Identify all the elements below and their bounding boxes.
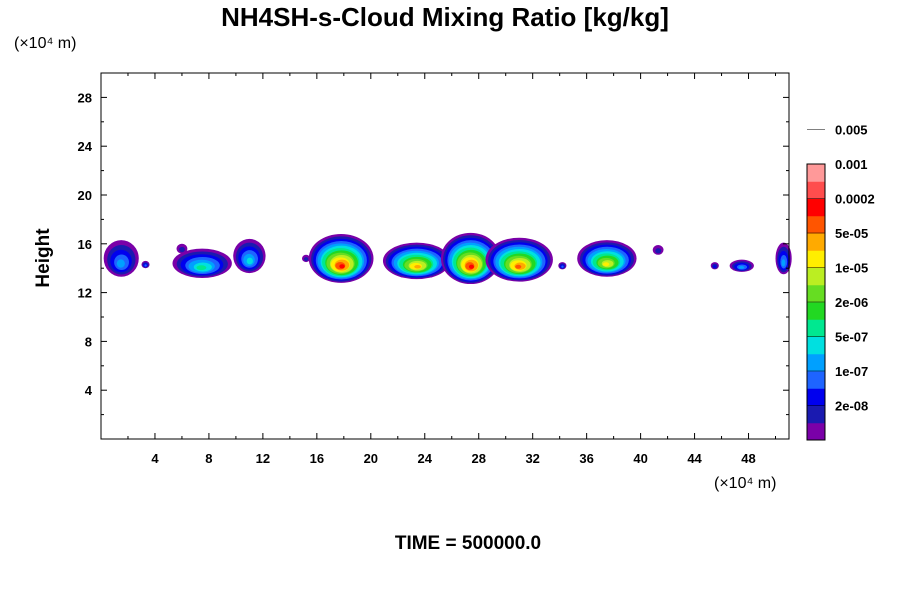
colorbar-swatch <box>807 267 825 286</box>
cloud-contour <box>468 264 474 269</box>
y-tick-label: 8 <box>85 334 92 349</box>
colorbar-swatch <box>807 284 825 303</box>
cloud-contour <box>655 248 662 254</box>
colorbar-swatch <box>807 181 825 199</box>
colorbar-swatch <box>807 250 825 268</box>
cloud-contour <box>116 259 125 268</box>
x-tick-label: 48 <box>741 451 755 466</box>
colorbar-label: 1e-05 <box>835 261 868 276</box>
colorbar-swatch <box>807 353 825 372</box>
y-axis-label: Height <box>33 228 54 288</box>
time-label: TIME = 500000.0 <box>395 533 541 554</box>
y-tick-label: 12 <box>78 286 92 301</box>
y-axis-ticks: 4 8 12 16 20 24 28 <box>78 90 789 416</box>
y-tick-label: 20 <box>78 188 92 203</box>
colorbar-label: 2e-08 <box>835 399 868 414</box>
colorbar-swatch <box>807 233 825 251</box>
colorbar-swatch <box>807 302 825 320</box>
cloud-field <box>103 232 792 285</box>
x-unit-label: (×10⁴ m) <box>714 475 776 492</box>
cloud-contour <box>738 266 745 269</box>
colorbar-label: 5e-05 <box>835 226 868 241</box>
x-tick-label: 4 <box>151 451 159 466</box>
cloud-contour <box>144 264 147 267</box>
colorbar-swatch <box>807 164 825 182</box>
x-tick-label: 40 <box>633 451 647 466</box>
x-tick-label: 8 <box>205 451 212 466</box>
colorbar-label: 0.005 <box>835 123 868 138</box>
y-tick-label: 24 <box>78 139 93 154</box>
cloud-contour <box>303 257 309 262</box>
colorbar-swatch <box>807 336 825 355</box>
colorbar-label: 5e-07 <box>835 330 868 345</box>
colorbar-label: 0.001 <box>835 157 868 172</box>
cloud-contour <box>561 265 564 268</box>
cloud-contour <box>246 257 253 265</box>
colorbar-swatch <box>807 215 825 234</box>
colorbar-swatch <box>807 198 825 217</box>
cloud-contour <box>196 265 207 271</box>
plot-frame <box>100 72 790 440</box>
cloud-contour <box>781 259 786 267</box>
cloud-contour <box>414 264 421 269</box>
colorbar-label: 0.0002 <box>835 192 875 207</box>
y-unit-label: (×10⁴ m) <box>14 35 76 52</box>
x-tick-label: 32 <box>525 451 539 466</box>
cloud-contour <box>602 262 610 267</box>
y-tick-label: 4 <box>85 383 93 398</box>
x-tick-label: 12 <box>256 451 270 466</box>
colorbar: 2e-08 1e-07 5e-07 2e-06 1e-05 5e-05 0.0002 0.00… <box>806 123 875 441</box>
colorbar-swatch <box>807 388 825 406</box>
x-axis-ticks: 4 8 12 16 20 24 28 32 36 40 44 48 <box>127 73 777 466</box>
colorbar-swatch <box>807 422 825 441</box>
cloud-contour <box>713 265 717 268</box>
x-tick-label: 16 <box>310 451 324 466</box>
colorbar-swatch <box>807 371 825 389</box>
chart-title: NH4SH-s-Cloud Mixing Ratio [kg/kg] <box>221 2 669 32</box>
cloud-contour <box>179 246 185 253</box>
x-tick-label: 24 <box>418 451 433 466</box>
x-tick-label: 20 <box>364 451 378 466</box>
y-tick-label: 16 <box>78 237 92 252</box>
colorbar-swatch <box>807 405 825 424</box>
colorbar-swatch <box>807 319 825 337</box>
cloud-contour <box>515 264 522 269</box>
x-tick-label: 44 <box>687 451 702 466</box>
cloud-contour <box>339 264 345 269</box>
colorbar-label: 1e-07 <box>835 364 868 379</box>
x-tick-label: 28 <box>471 451 485 466</box>
colorbar-label: 2e-06 <box>835 295 868 310</box>
x-tick-label: 36 <box>579 451 593 466</box>
y-tick-label: 28 <box>78 90 92 105</box>
